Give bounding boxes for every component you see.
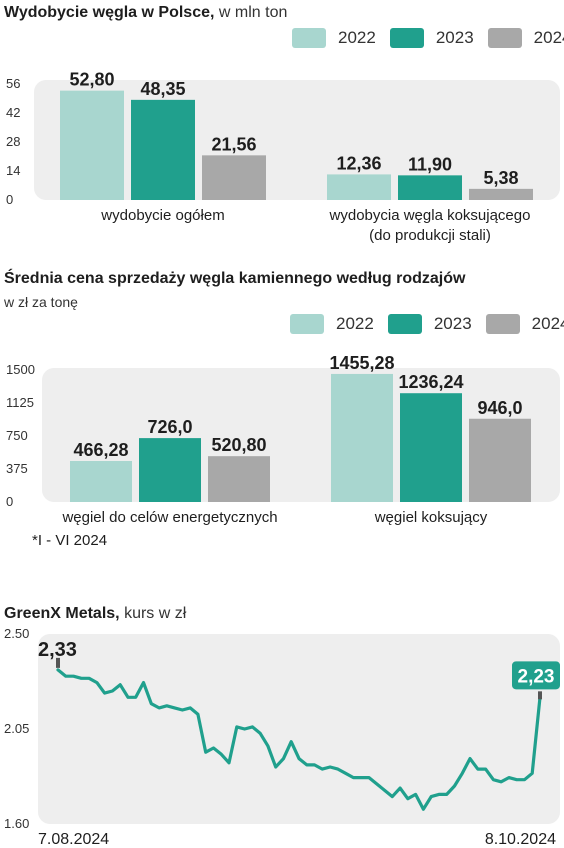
y-tick-label: 1125 (6, 395, 34, 410)
legend-2023: 2023 (389, 28, 474, 48)
y-tick-label: 0 (6, 192, 13, 207)
chart2-legend: 2022 2023 2024* (276, 314, 564, 334)
bar-2024-0 (202, 155, 266, 200)
category-label: węgiel koksujący (374, 509, 488, 526)
chart3-unit: kurs w zł (124, 605, 187, 622)
legend-2022: 2022 (290, 314, 374, 334)
data-label: 946,0 (477, 398, 522, 418)
y-tick-label: 28 (6, 134, 20, 149)
chart1-title: Wydobycie węgla w Polsce, w mln ton (4, 4, 288, 21)
bar-2024-1 (469, 418, 531, 502)
data-label: 5,38 (483, 168, 518, 188)
chart3-title: GreenX Metals, kurs w zł (4, 605, 187, 622)
bar-2023-1 (398, 175, 462, 200)
legend-2024: 2024* (485, 314, 564, 334)
chart2-title: Średnia cena sprzedaży węgla kamiennego … (4, 270, 466, 287)
data-label: 12,36 (336, 153, 381, 173)
chart1-plot: 0 14 28 42 56 52,80 48,35 21,56 wydobycie ogółem… (6, 70, 560, 244)
x-end-label: 8.10.2024 (485, 831, 556, 848)
data-label: 1236,24 (398, 372, 463, 392)
y-tick-label: 2.05 (4, 721, 29, 736)
end-value-box (512, 661, 560, 690)
chart1-legend: 2022 2023 2024* (278, 28, 564, 48)
category-label: (do produkcji stali) (369, 227, 491, 244)
category-label: wydobycie ogółem (100, 207, 224, 224)
bar-2022-1 (327, 174, 391, 200)
plot-background (38, 634, 560, 824)
bar-2022-1 (331, 373, 393, 502)
y-tick-label: 42 (6, 105, 20, 120)
end-value-label: 2,23 (518, 666, 555, 687)
y-tick-label: 750 (6, 428, 28, 443)
y-tick-label: 1.60 (4, 816, 29, 831)
data-label: 21,56 (211, 134, 256, 154)
start-marker (56, 657, 60, 668)
x-start-label: 7.08.2024 (38, 831, 109, 848)
price-line (56, 668, 542, 811)
legend-swatch-2023 (389, 28, 424, 48)
legend-swatch-2022 (292, 28, 326, 48)
legend-2023: 2023 (387, 314, 472, 334)
chart2-plot: 0 375 750 1125 1500 466,28 726,0 520,80 węgiel d… (6, 353, 560, 526)
bar-2022-0 (60, 90, 124, 200)
category-label: wydobycia węgla koksującego (329, 207, 531, 224)
chart1-unit: w mln ton (214, 4, 288, 21)
legend-2022: 2022 (292, 28, 376, 48)
chart2-unit: w zł za tonę (4, 294, 78, 310)
bar-2023-0 (139, 438, 201, 502)
y-tick-label: 375 (6, 461, 28, 476)
legend-swatch-2022 (290, 314, 324, 334)
y-tick-label: 56 (6, 76, 20, 91)
legend-swatch-2024 (487, 28, 522, 48)
legend-swatch-2023 (387, 314, 422, 334)
bar-2022-0 (70, 460, 132, 502)
bar-2023-0 (131, 99, 195, 200)
legend-2024: 2024* (487, 28, 564, 48)
data-label: 520,80 (211, 435, 266, 455)
category-label: węgiel do celów energetycznych (61, 509, 277, 526)
data-label: 466,28 (73, 440, 128, 460)
data-label: 52,80 (69, 70, 114, 90)
data-label: 48,35 (140, 79, 185, 99)
end-marker (538, 691, 542, 700)
y-tick-label: 14 (6, 163, 20, 178)
footnote: *I - VI 2024 (32, 532, 108, 549)
bar-2023-1 (400, 393, 462, 502)
start-value-label: 2,33 (38, 639, 77, 661)
y-tick-label: 0 (6, 494, 13, 509)
y-tick-label: 2.50 (4, 626, 29, 641)
legend-swatch-2024 (485, 314, 520, 334)
y-tick-label: 1500 (6, 362, 35, 377)
data-label: 11,90 (408, 154, 452, 174)
data-label: 1455,28 (329, 353, 394, 373)
data-label: 726,0 (147, 417, 192, 437)
bar-2024-0 (208, 456, 270, 502)
bar-2024-1 (469, 188, 533, 200)
chart3-plot: 1.60 2.05 2.50 2,33 2,23 7.08.2024 8.10.2024 (4, 626, 560, 848)
